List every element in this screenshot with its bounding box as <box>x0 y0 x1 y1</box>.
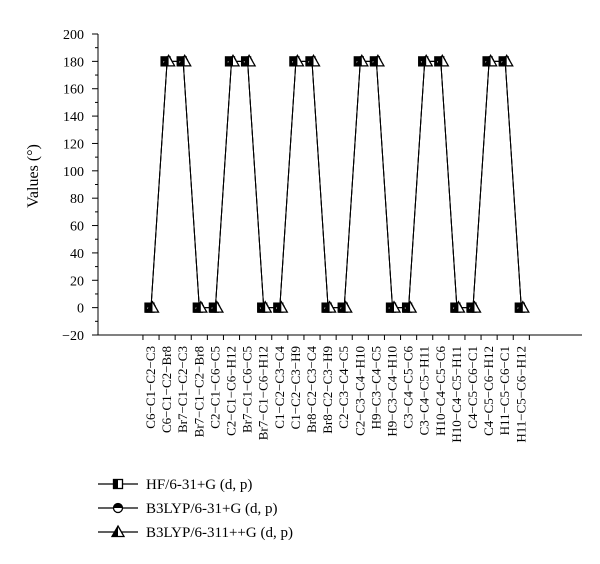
x-category-label: H10−C4−C5−H11 <box>449 346 464 443</box>
x-category-label: C4−C5−C6−H12 <box>481 346 496 436</box>
triangle-marker <box>258 300 273 313</box>
y-tick-label: 180 <box>63 55 84 70</box>
legend-label: B3LYP/6-311++G (d, p) <box>146 525 293 541</box>
legend-square-marker <box>112 478 124 490</box>
x-category-label: C6−C1−C2−C3 <box>143 346 158 429</box>
triangle-marker <box>274 300 289 313</box>
y-axis-ticks: −20 0 20 40 60 80 100 120 140 160 180 200 <box>62 28 98 344</box>
triangle-marker <box>354 54 369 67</box>
y-tick-label: 120 <box>63 137 84 152</box>
x-category-label: Br8−C2−C3−H9 <box>320 346 335 434</box>
triangle-marker <box>209 300 225 313</box>
x-category-label: Br7−C1−C6−C5 <box>240 346 255 433</box>
x-category-label: Br7−C1−C6−H12 <box>256 346 271 440</box>
triangle-marker <box>467 300 482 313</box>
y-tick-label: 40 <box>70 247 84 262</box>
y-tick-label: −20 <box>62 329 84 344</box>
y-tick-label: 140 <box>63 110 84 125</box>
triangle-marker <box>435 54 450 67</box>
x-category-label: H11−C5−C6−H12 <box>513 346 528 443</box>
y-tick-label: 80 <box>70 192 84 207</box>
triangle-marker <box>322 300 337 313</box>
series-lines <box>150 60 522 309</box>
triangle-marker <box>483 54 498 67</box>
x-category-label: C1−C2−C3−H9 <box>288 346 303 429</box>
triangle-marker <box>193 300 208 313</box>
triangle-marker <box>306 54 321 67</box>
legend-item-3: B3LYP/6-311++G (d, p) <box>98 524 293 541</box>
x-category-label: H11−C5−C6−C1 <box>497 346 512 435</box>
y-tick-label: 20 <box>70 274 84 289</box>
triangle-marker <box>402 300 418 313</box>
triangle-marker <box>451 300 466 313</box>
x-category-label: C2−C1−C6−C5 <box>207 346 222 429</box>
y-tick-label: 160 <box>63 83 84 98</box>
triangle-marker <box>338 300 353 313</box>
series-line-2 <box>150 60 522 309</box>
series-line-3 <box>150 60 522 309</box>
y-tick-label: 0 <box>77 302 84 317</box>
y-tick-label: 100 <box>63 165 84 180</box>
legend-item-2: B3LYP/6-31+G (d, p) <box>98 501 278 517</box>
x-category-label: C3−C4−C5−H11 <box>417 346 432 435</box>
legend-label: B3LYP/6-31+G (d, p) <box>146 501 278 517</box>
legend-triangle-marker <box>110 524 126 538</box>
y-tick-label: 200 <box>63 28 84 43</box>
legend-item-1: HF/6-31+G (d, p) <box>98 477 252 493</box>
triangle-marker <box>370 54 386 67</box>
triangle-marker <box>177 54 192 67</box>
data-markers <box>144 54 530 313</box>
x-category-label: C4−C5−C6−C1 <box>465 346 480 429</box>
x-category-label: Br7−C1−C2−C3 <box>175 346 190 433</box>
triangle-marker <box>225 54 241 67</box>
x-category-label: C2−C3−C4−C5 <box>336 346 351 429</box>
x-category-label: H9−C3−C4−H10 <box>385 346 400 437</box>
legend: HF/6-31+G (d, p) B3LYP/6-31+G (d, p) B3LYP… <box>98 477 293 541</box>
triangle-marker <box>515 300 530 313</box>
y-tick-label: 60 <box>70 220 84 235</box>
y-axis-label: Values (°) <box>25 144 42 208</box>
x-category-label: C1−C2−C3−C4 <box>272 346 287 429</box>
x-category-label: C2−C1−C6−H12 <box>224 346 239 436</box>
triangle-marker <box>499 54 514 67</box>
triangle-marker <box>241 54 257 67</box>
triangle-marker <box>419 54 434 67</box>
x-axis-ticks: C6−C1−C2−C3 C6−C1−C2−Br8 Br7−C1−C2−C3 Br7−C… <box>142 335 530 443</box>
triangle-marker <box>161 54 176 67</box>
triangle-marker <box>386 300 402 313</box>
x-category-label: C2−C3−C4−H10 <box>352 346 367 436</box>
triangle-marker <box>290 54 305 67</box>
legend-circle-marker <box>112 502 124 514</box>
axes <box>97 34 582 336</box>
legend-label: HF/6-31+G (d, p) <box>146 477 252 493</box>
x-category-label: C6−C1−C2−Br8 <box>159 346 174 433</box>
x-category-label: C3−C4−C5−C6 <box>401 346 416 429</box>
x-category-label: Br8−C2−C3−C4 <box>304 346 319 434</box>
x-category-label: H10−C4−C5−C6 <box>433 346 448 436</box>
x-category-label: H9−C3−C4−C5 <box>368 346 383 429</box>
triangle-marker <box>145 300 160 313</box>
x-category-label: Br7−C1−C2−Br8 <box>191 346 206 437</box>
series-line-1 <box>150 60 522 309</box>
